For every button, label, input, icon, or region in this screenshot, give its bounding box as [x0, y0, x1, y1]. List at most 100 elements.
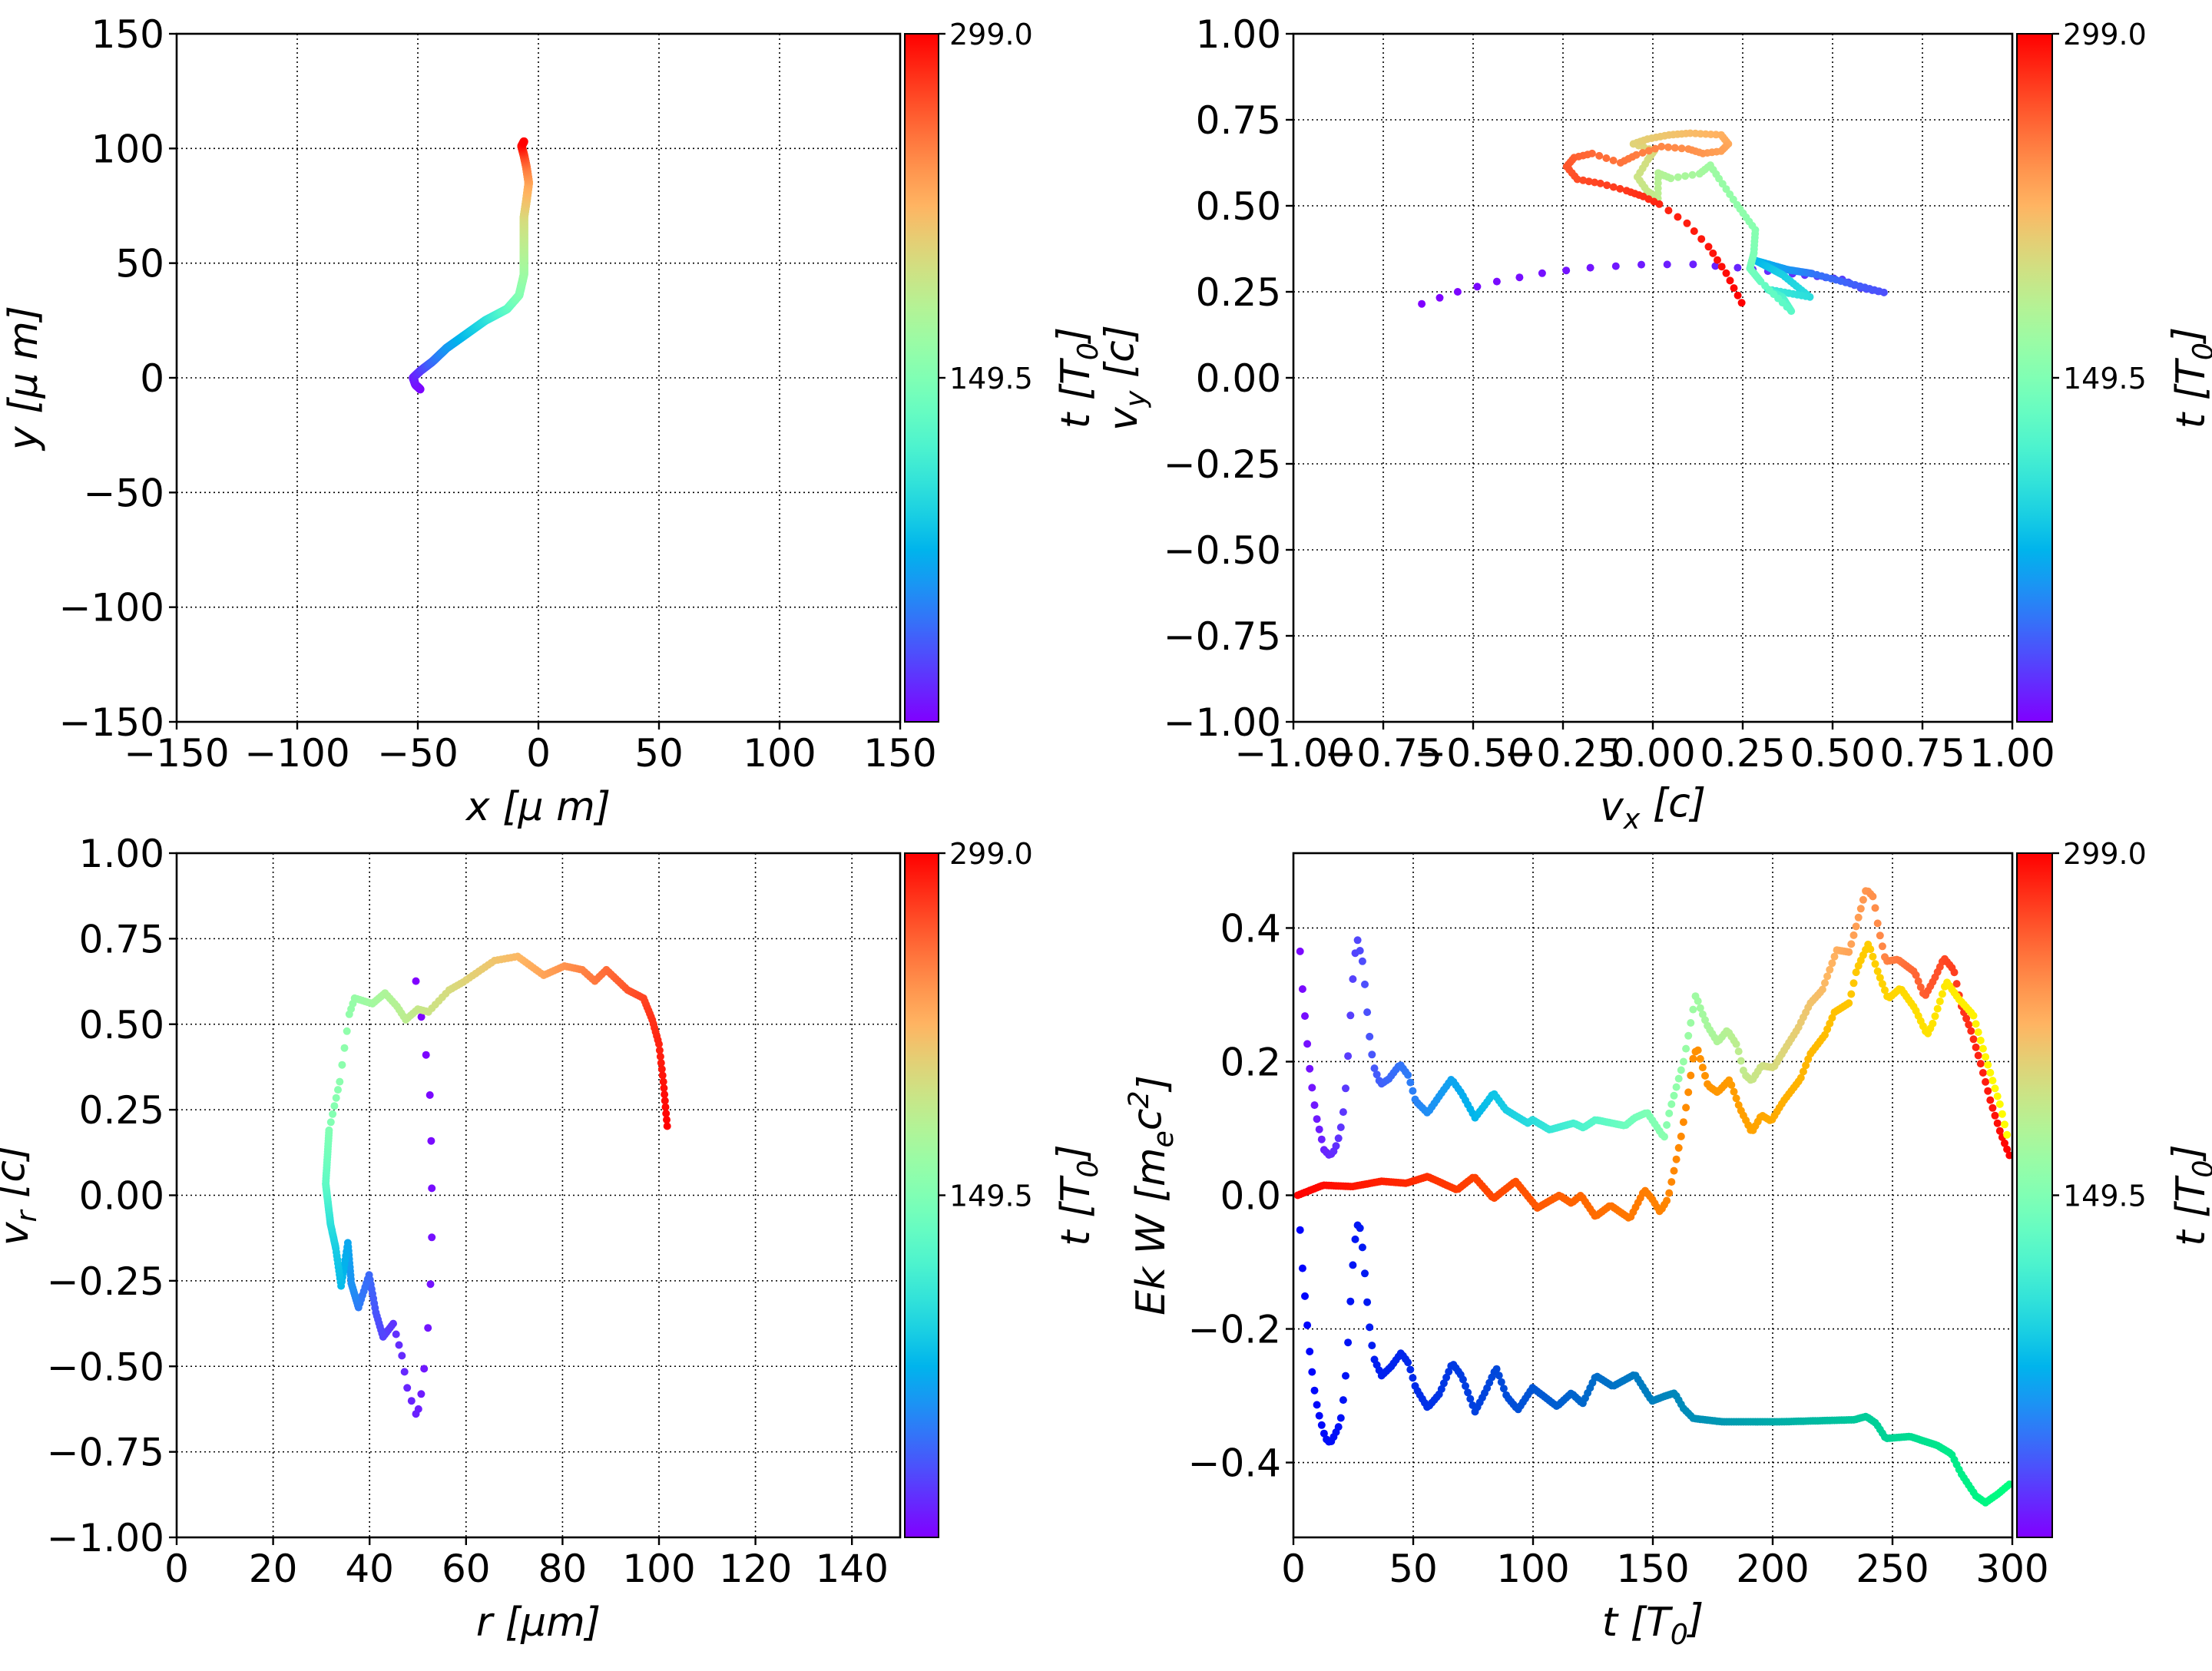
x-axis-label: t [T0​] [1602, 1596, 1704, 1651]
data-point-series-1 [1342, 1084, 1349, 1093]
x-tick-label: −150 [124, 731, 229, 776]
x-tick-label: −0.75 [1324, 731, 1442, 776]
data-point-series-3 [1459, 1375, 1467, 1384]
data-point-series-1 [1984, 1087, 1992, 1095]
data-point-series-1 [340, 1044, 349, 1052]
data-point-series-1 [1313, 1115, 1321, 1123]
data-point-series-3 [1346, 1297, 1355, 1305]
data-point-series-1 [1308, 1084, 1316, 1092]
data-point-series-3 [1296, 1226, 1304, 1234]
x-tick-label: 0.00 [1610, 731, 1695, 776]
data-point-series-1 [424, 1324, 432, 1332]
x-tick-label: 0 [1281, 1547, 1306, 1591]
data-point-series-1 [658, 1071, 667, 1080]
data-point-series-3 [1336, 1414, 1345, 1422]
data-point-series-1 [1677, 1066, 1685, 1074]
data-point-series-2 [1727, 1080, 1736, 1089]
colorbar-label: t [T0​] [1049, 327, 1104, 429]
x-tick-label: 200 [1736, 1547, 1809, 1591]
data-point-series-2 [1677, 1132, 1685, 1140]
y-tick-label: −1.00 [1164, 700, 1281, 745]
data-point-series-1 [1644, 147, 1653, 155]
colorbar [2016, 852, 2053, 1538]
data-point-series-1 [1453, 288, 1462, 296]
x-tick-label: 250 [1856, 1547, 1929, 1591]
y-tick-label: 0.75 [1196, 98, 1281, 143]
data-point-series-2 [1852, 968, 1860, 977]
data-point-series-1 [1684, 1031, 1693, 1040]
data-point-series-2 [1938, 990, 1946, 998]
data-point-series-1 [1573, 175, 1581, 184]
colorbar [904, 33, 939, 723]
x-tick-label: −100 [244, 731, 349, 776]
y-tick-label: −0.75 [1164, 614, 1281, 659]
data-point-series-1 [426, 1280, 435, 1289]
colorbar [2016, 33, 2053, 723]
y-tick-label: 0.00 [79, 1174, 164, 1219]
data-point-series-1 [1726, 276, 1734, 285]
x-axis-label: vx​ [c] [1600, 780, 1706, 836]
data-point-series-2 [1670, 1166, 1678, 1175]
y-tick-label: −1.00 [47, 1516, 164, 1560]
data-point-series-1 [407, 1397, 416, 1405]
data-point-series-1 [334, 1086, 342, 1094]
data-point-series-2 [1984, 1061, 1992, 1069]
data-point-series-1 [428, 1184, 436, 1193]
data-point-series-1 [1854, 913, 1863, 922]
data-point-series-1 [1310, 1101, 1319, 1110]
data-point-series-2 [1687, 1071, 1695, 1080]
data-point-series-2 [1866, 945, 1875, 954]
data-point-series-3 [1308, 1368, 1316, 1376]
data-point-series-1 [1317, 1135, 1326, 1143]
x-tick-label: −0.50 [1414, 731, 1532, 776]
data-point-series-1 [426, 1091, 434, 1099]
data-point-series-1 [1679, 1057, 1687, 1066]
data-point-series-1 [663, 1122, 671, 1130]
data-point-series-1 [338, 1061, 346, 1069]
x-tick-label: 100 [1496, 1547, 1569, 1591]
data-point-series-1 [1845, 948, 1853, 956]
colorbar-tick-label: 299.0 [2063, 18, 2147, 51]
data-point-series-1 [420, 1365, 429, 1373]
data-point-series-1 [660, 1084, 668, 1092]
data-point-series-1 [1986, 1096, 1995, 1104]
data-point-series-2 [1799, 1067, 1807, 1076]
data-point-series-1 [1732, 1040, 1740, 1048]
data-point-series-3 [1339, 1396, 1347, 1405]
y-tick-label: 0.00 [1196, 356, 1281, 401]
data-point-series-1 [1871, 904, 1879, 912]
data-point-series-1 [1828, 959, 1836, 968]
data-point-series-3 [1313, 1401, 1321, 1409]
data-point-series-1 [1730, 284, 1738, 293]
subplot-1: −150 −100 −50 0 50 100 150 −150 −100 −50 0 50 100 150… [1, 12, 1104, 830]
data-point-series-1 [1584, 177, 1593, 186]
data-point-series-1 [1595, 151, 1604, 160]
data-point-series-1 [1688, 170, 1697, 179]
data-point-series-1 [1404, 1070, 1412, 1079]
data-point-series-2 [1986, 1068, 1995, 1077]
data-point-series-1 [1674, 173, 1682, 181]
y-tick-label: 0.2 [1220, 1040, 1281, 1084]
data-point-series-1 [1579, 176, 1588, 184]
data-point-series-1 [1714, 256, 1721, 264]
y-tick-label: −0.50 [1164, 528, 1281, 573]
data-point-series-3 [1439, 1379, 1448, 1388]
data-point-series-1 [1664, 143, 1672, 151]
data-point-series-2 [1802, 1061, 1810, 1070]
data-points [1293, 887, 2012, 1507]
data-point-series-1 [1315, 1125, 1323, 1133]
y-tick-label: −100 [59, 586, 164, 630]
data-point-series-2 [1849, 979, 1858, 988]
data-point-series-1 [395, 1341, 403, 1349]
data-point-series-1 [1694, 997, 1702, 1005]
data-point-series-2 [1730, 1087, 1738, 1096]
data-point-series-1 [1616, 184, 1624, 193]
data-point-series-3 [1303, 1321, 1312, 1329]
data-point-series-1 [1671, 144, 1679, 152]
data-point-series-1 [1344, 1052, 1353, 1061]
colorbar-label: t [T0​] [1049, 1144, 1104, 1246]
data-point-series-3 [1358, 1243, 1366, 1252]
data-point-series-1 [1826, 965, 1834, 974]
data-point-series-1 [1349, 975, 1357, 983]
data-point-series-1 [1334, 1134, 1343, 1143]
